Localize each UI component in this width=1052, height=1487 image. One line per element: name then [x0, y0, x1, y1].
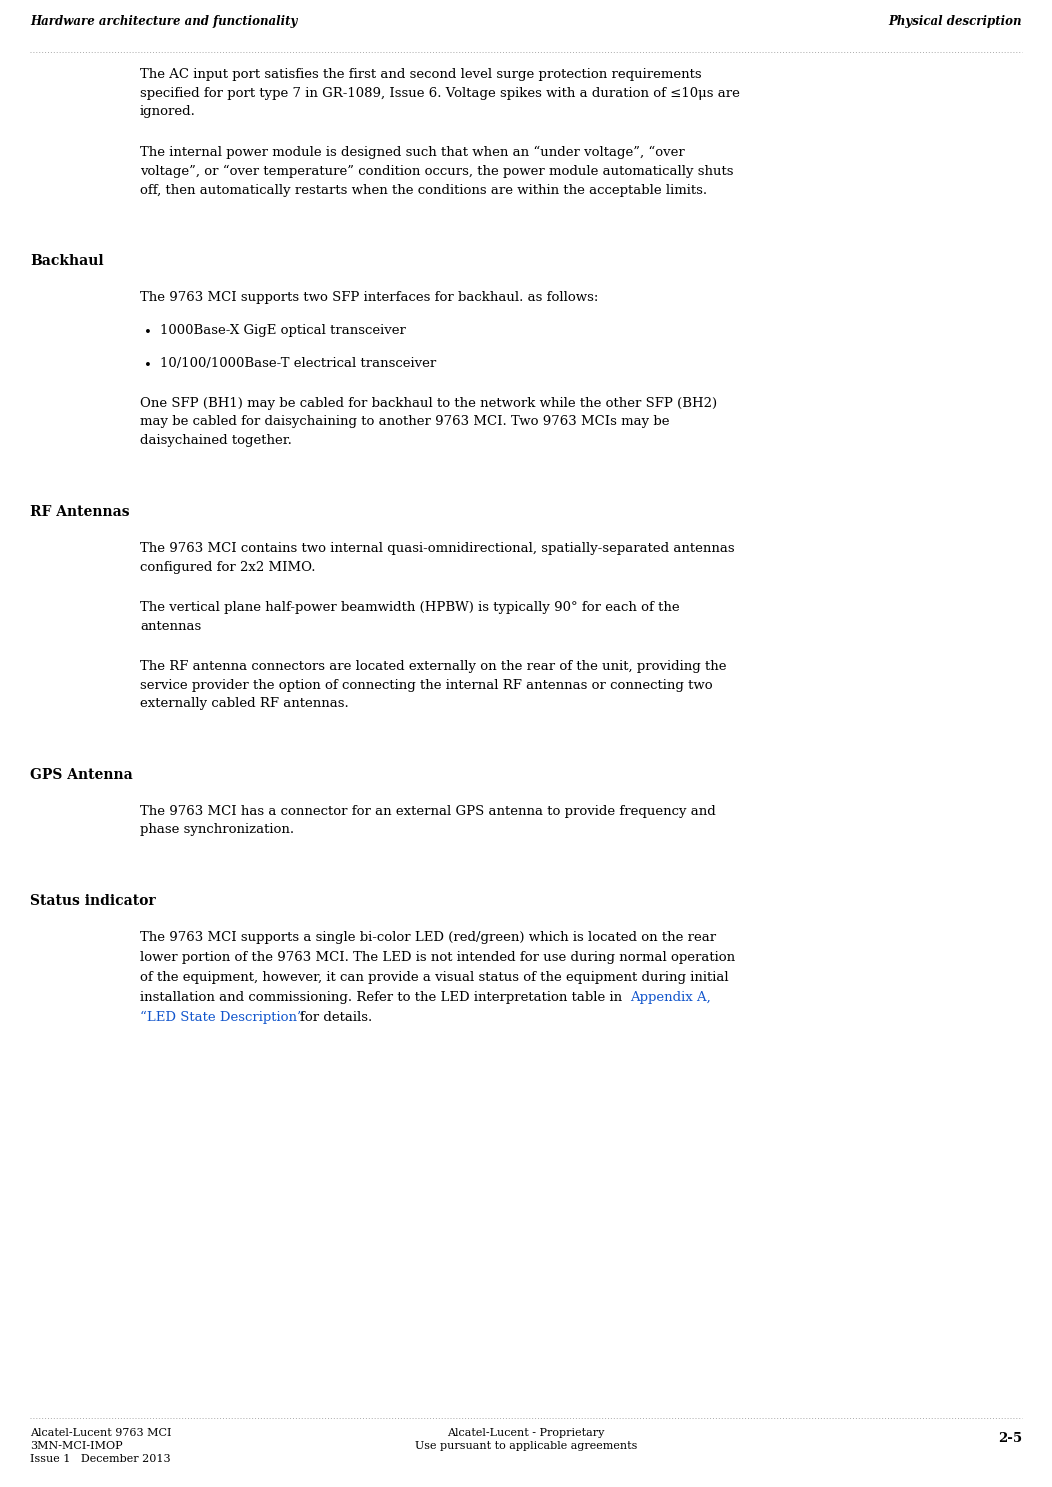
Text: GPS Antenna: GPS Antenna — [31, 767, 133, 782]
Text: Backhaul: Backhaul — [31, 254, 104, 268]
Text: of the equipment, however, it can provide a visual status of the equipment durin: of the equipment, however, it can provid… — [140, 971, 729, 984]
Text: The 9763 MCI contains two internal quasi-omnidirectional, spatially-separated an: The 9763 MCI contains two internal quasi… — [140, 541, 734, 574]
Text: installation and commissioning. Refer to the LED interpretation table in: installation and commissioning. Refer to… — [140, 990, 626, 1004]
Text: Use pursuant to applicable agreements: Use pursuant to applicable agreements — [414, 1441, 638, 1451]
Text: Alcatel-Lucent - Proprietary: Alcatel-Lucent - Proprietary — [447, 1428, 605, 1438]
Text: Appendix A,: Appendix A, — [630, 990, 711, 1004]
Text: Status indicator: Status indicator — [31, 894, 156, 909]
Text: One SFP (BH1) may be cabled for backhaul to the network while the other SFP (BH2: One SFP (BH1) may be cabled for backhaul… — [140, 397, 717, 448]
Text: The RF antenna connectors are located externally on the rear of the unit, provid: The RF antenna connectors are located ex… — [140, 660, 727, 709]
Text: The vertical plane half-power beamwidth (HPBW) is typically 90° for each of the
: The vertical plane half-power beamwidth … — [140, 601, 680, 632]
Text: for details.: for details. — [300, 1011, 372, 1025]
Text: The 9763 MCI has a connector for an external GPS antenna to provide frequency an: The 9763 MCI has a connector for an exte… — [140, 804, 715, 837]
Text: The 9763 MCI supports two SFP interfaces for backhaul. as follows:: The 9763 MCI supports two SFP interfaces… — [140, 291, 599, 303]
Text: 2-5: 2-5 — [998, 1432, 1021, 1445]
Text: lower portion of the 9763 MCI. The LED is not intended for use during normal ope: lower portion of the 9763 MCI. The LED i… — [140, 952, 735, 964]
Text: 10/100/1000Base-T electrical transceiver: 10/100/1000Base-T electrical transceiver — [160, 357, 437, 370]
Text: Hardware architecture and functionality: Hardware architecture and functionality — [31, 15, 298, 28]
Text: 3MN-MCI-IMOP: 3MN-MCI-IMOP — [31, 1441, 123, 1451]
Text: “LED State Description”: “LED State Description” — [140, 1011, 304, 1025]
Text: Issue 1   December 2013: Issue 1 December 2013 — [31, 1454, 170, 1465]
Text: •: • — [144, 358, 151, 372]
Text: •: • — [144, 326, 151, 339]
Text: The AC input port satisfies the first and second level surge protection requirem: The AC input port satisfies the first an… — [140, 68, 740, 117]
Text: Alcatel-Lucent 9763 MCI: Alcatel-Lucent 9763 MCI — [31, 1428, 171, 1438]
Text: Physical description: Physical description — [889, 15, 1021, 28]
Text: RF Antennas: RF Antennas — [31, 506, 129, 519]
Text: 1000Base-X GigE optical transceiver: 1000Base-X GigE optical transceiver — [160, 324, 406, 338]
Text: The 9763 MCI supports a single bi-color LED (red/green) which is located on the : The 9763 MCI supports a single bi-color … — [140, 931, 716, 944]
Text: The internal power module is designed such that when an “under voltage”, “over
v: The internal power module is designed su… — [140, 146, 733, 196]
